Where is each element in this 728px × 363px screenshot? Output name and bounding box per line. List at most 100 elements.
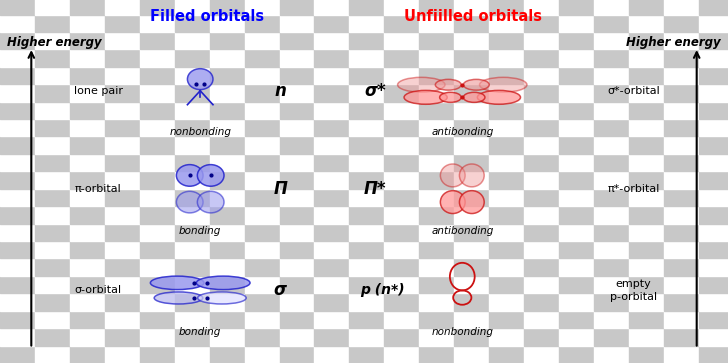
Bar bbox=[280, 328, 314, 346]
Bar bbox=[384, 171, 419, 189]
Bar bbox=[245, 154, 280, 171]
Bar bbox=[629, 189, 664, 206]
Bar bbox=[489, 293, 524, 311]
Bar bbox=[454, 189, 489, 206]
Text: Higher energy: Higher energy bbox=[626, 36, 721, 49]
Bar bbox=[489, 49, 524, 67]
Bar bbox=[210, 293, 245, 311]
Bar bbox=[524, 276, 559, 293]
Bar bbox=[245, 0, 280, 15]
Text: Unfiilled orbitals: Unfiilled orbitals bbox=[404, 9, 542, 24]
Bar bbox=[70, 119, 105, 136]
Bar bbox=[349, 276, 384, 293]
Bar bbox=[594, 67, 629, 84]
Bar bbox=[454, 258, 489, 276]
Bar bbox=[559, 293, 594, 311]
Bar bbox=[489, 32, 524, 49]
Text: nonbonding: nonbonding bbox=[431, 327, 494, 337]
Bar bbox=[280, 102, 314, 119]
Bar bbox=[105, 293, 140, 311]
Bar bbox=[140, 276, 175, 293]
Bar bbox=[629, 311, 664, 328]
Bar bbox=[280, 206, 314, 224]
Bar bbox=[0, 67, 35, 84]
Bar bbox=[559, 258, 594, 276]
Bar bbox=[280, 0, 314, 15]
Bar bbox=[594, 328, 629, 346]
Bar bbox=[384, 136, 419, 154]
Bar bbox=[699, 0, 728, 15]
Bar bbox=[70, 84, 105, 102]
Bar bbox=[454, 49, 489, 67]
Bar bbox=[0, 241, 35, 258]
Bar bbox=[140, 84, 175, 102]
Bar bbox=[280, 32, 314, 49]
Bar bbox=[489, 171, 524, 189]
Bar bbox=[140, 136, 175, 154]
Bar bbox=[210, 241, 245, 258]
Bar bbox=[419, 49, 454, 67]
Bar bbox=[349, 224, 384, 241]
Bar bbox=[210, 102, 245, 119]
Bar bbox=[245, 119, 280, 136]
Bar bbox=[454, 119, 489, 136]
Bar bbox=[524, 311, 559, 328]
Bar bbox=[699, 171, 728, 189]
Bar bbox=[489, 0, 524, 15]
Bar bbox=[699, 154, 728, 171]
Bar bbox=[629, 119, 664, 136]
Bar bbox=[245, 171, 280, 189]
Bar bbox=[349, 258, 384, 276]
Bar bbox=[0, 15, 35, 32]
Text: Π: Π bbox=[273, 180, 288, 198]
Bar bbox=[140, 293, 175, 311]
Bar bbox=[280, 84, 314, 102]
Bar bbox=[35, 189, 70, 206]
Bar bbox=[489, 67, 524, 84]
Bar bbox=[140, 15, 175, 32]
Ellipse shape bbox=[478, 90, 521, 104]
Bar bbox=[419, 15, 454, 32]
Bar bbox=[105, 241, 140, 258]
Bar bbox=[35, 67, 70, 84]
Bar bbox=[70, 171, 105, 189]
Bar bbox=[70, 276, 105, 293]
Bar bbox=[105, 49, 140, 67]
Bar bbox=[594, 49, 629, 67]
Bar bbox=[140, 119, 175, 136]
Bar bbox=[175, 136, 210, 154]
Bar bbox=[384, 258, 419, 276]
Text: empty
p-orbital: empty p-orbital bbox=[610, 279, 657, 302]
Bar bbox=[699, 102, 728, 119]
Bar bbox=[0, 224, 35, 241]
Bar bbox=[210, 32, 245, 49]
Bar bbox=[664, 206, 699, 224]
Bar bbox=[454, 171, 489, 189]
Bar bbox=[105, 258, 140, 276]
Bar bbox=[175, 224, 210, 241]
Bar bbox=[0, 206, 35, 224]
Bar bbox=[314, 346, 349, 363]
Bar bbox=[175, 189, 210, 206]
Bar bbox=[105, 224, 140, 241]
Bar bbox=[454, 328, 489, 346]
Bar bbox=[245, 102, 280, 119]
Bar bbox=[210, 276, 245, 293]
Bar bbox=[629, 241, 664, 258]
Bar bbox=[699, 32, 728, 49]
Bar bbox=[349, 67, 384, 84]
Bar bbox=[140, 206, 175, 224]
Bar bbox=[419, 119, 454, 136]
Bar bbox=[210, 311, 245, 328]
Bar bbox=[140, 49, 175, 67]
Bar bbox=[349, 84, 384, 102]
Bar bbox=[0, 293, 35, 311]
Bar bbox=[210, 49, 245, 67]
Bar bbox=[489, 224, 524, 241]
Bar bbox=[245, 84, 280, 102]
Bar bbox=[70, 224, 105, 241]
Bar bbox=[349, 154, 384, 171]
Bar bbox=[699, 189, 728, 206]
Ellipse shape bbox=[187, 69, 213, 90]
Bar bbox=[524, 189, 559, 206]
